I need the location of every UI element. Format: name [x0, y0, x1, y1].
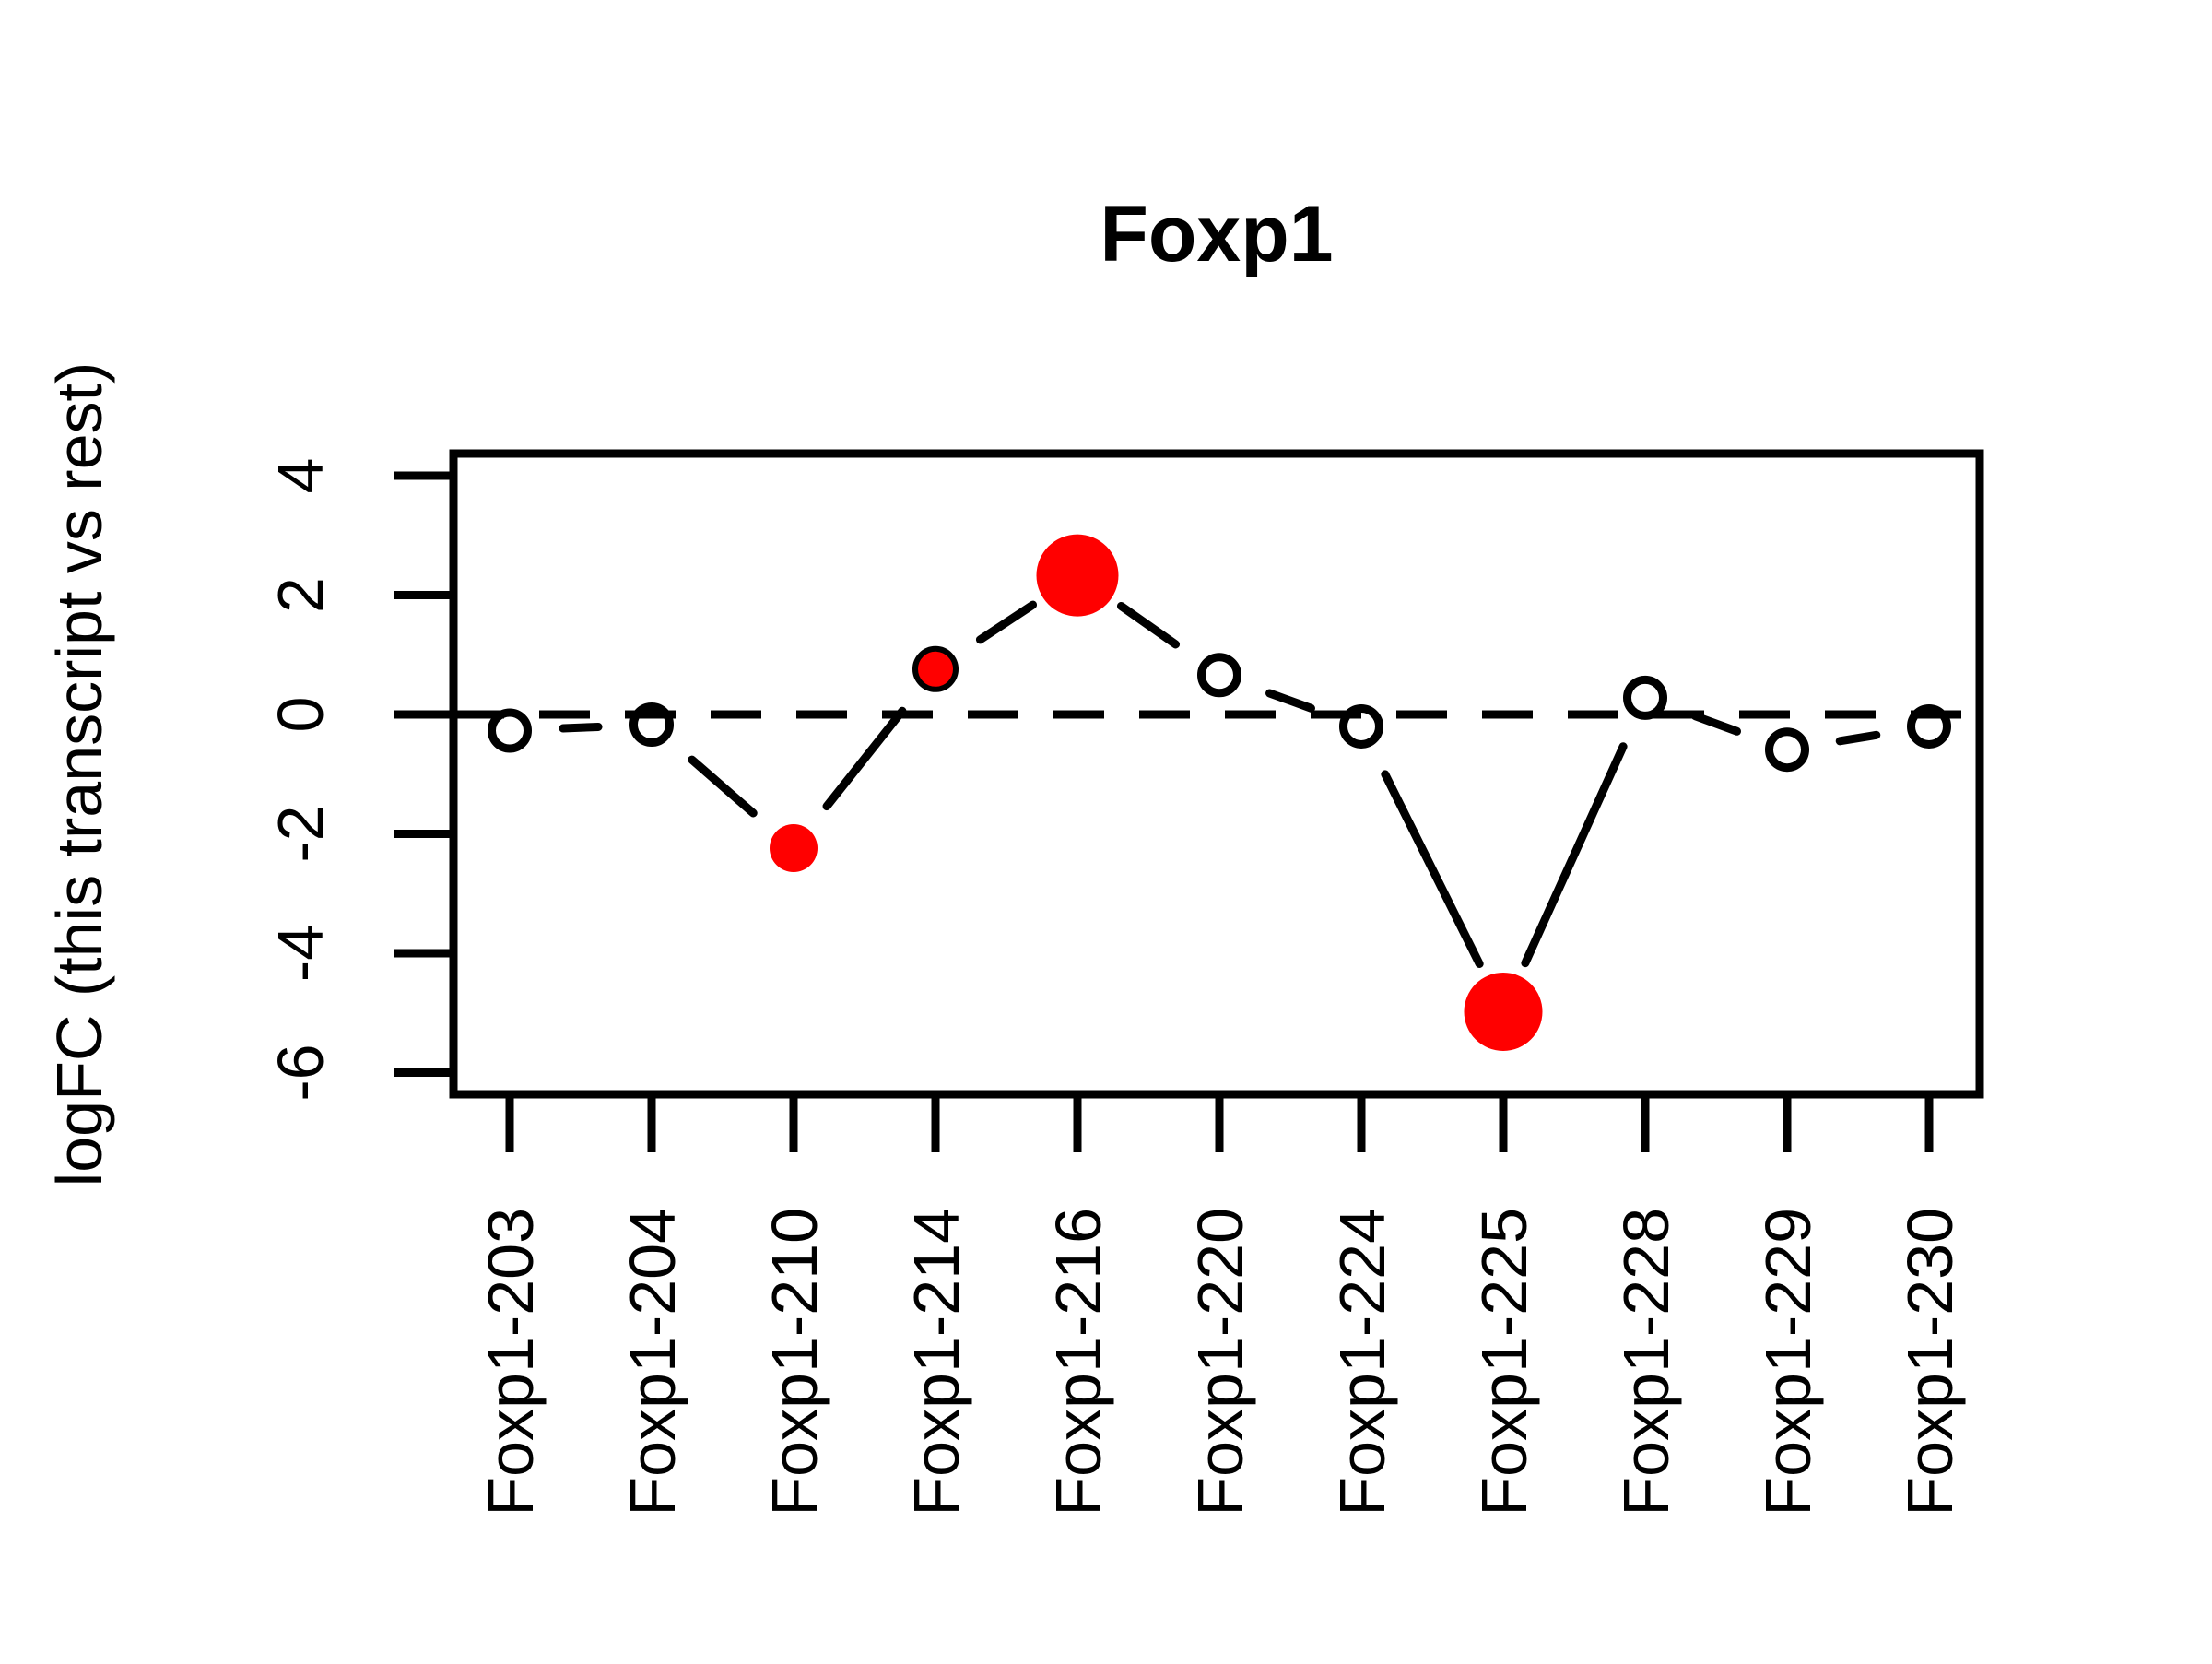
y-tick-label-2: 2 — [265, 577, 336, 613]
x-tick-label-Foxp1-230: Foxp1-230 — [1894, 1208, 1966, 1516]
y-tick-label-4: 4 — [265, 458, 336, 494]
data-point-Foxp1-216 — [1036, 534, 1119, 617]
x-tick-label-Foxp1-214: Foxp1-214 — [900, 1208, 972, 1516]
data-point-Foxp1-204 — [629, 702, 674, 748]
data-point-Foxp1-214 — [912, 645, 959, 692]
x-tick-label-Foxp1-228: Foxp1-228 — [1610, 1208, 1682, 1516]
data-point-Foxp1-225 — [1464, 972, 1543, 1051]
x-tick-label-Foxp1-224: Foxp1-224 — [1326, 1208, 1398, 1516]
plot-title: Foxp1 — [1100, 190, 1333, 278]
segment-Foxp1-225-to-Foxp1-228 — [1521, 742, 1628, 968]
data-point-Foxp1-210 — [770, 824, 818, 873]
data-point-Foxp1-229 — [1765, 727, 1809, 773]
data-point-Foxp1-220 — [1197, 653, 1241, 698]
segment-Foxp1-203-to-Foxp1-204 — [559, 722, 603, 733]
x-tick-label-Foxp1-229: Foxp1-229 — [1752, 1208, 1824, 1516]
segment-Foxp1-229-to-Foxp1-230 — [1835, 730, 1881, 746]
y-tick-label--6: -6 — [265, 1044, 336, 1101]
data-point-Foxp1-228 — [1623, 675, 1667, 720]
segment-Foxp1-220-to-Foxp1-224 — [1265, 689, 1315, 713]
plot-area: 4 2 0 -2 -4 -6 Foxp1-203 Foxp1-204 Foxp1-210 Foxp… — [265, 449, 1984, 1516]
y-tick-label--2: -2 — [265, 805, 336, 862]
y-tick-label--4: -4 — [265, 925, 336, 982]
x-tick-label-Foxp1-203: Foxp1-203 — [475, 1208, 547, 1516]
plot-box — [449, 449, 1984, 1099]
segment-Foxp1-224-to-Foxp1-225 — [1381, 770, 1484, 969]
x-tick-label-Foxp1-216: Foxp1-216 — [1042, 1208, 1114, 1516]
segment-Foxp1-228-to-Foxp1-229 — [1690, 712, 1742, 736]
x-tick-label-Foxp1-225: Foxp1-225 — [1468, 1208, 1540, 1516]
data-point-Foxp1-203 — [488, 708, 532, 753]
data-point-Foxp1-224 — [1339, 703, 1383, 749]
x-tick-label-Foxp1-220: Foxp1-220 — [1184, 1208, 1256, 1516]
x-tick-label-Foxp1-210: Foxp1-210 — [759, 1208, 830, 1516]
segment-Foxp1-216-to-Foxp1-220 — [1116, 601, 1181, 649]
segment-Foxp1-204-to-Foxp1-210 — [688, 755, 758, 818]
segment-Foxp1-214-to-Foxp1-216 — [975, 600, 1038, 644]
y-axis-label: logFC (this transcript vs rest) — [43, 362, 115, 1187]
segment-Foxp1-210-to-Foxp1-214 — [822, 706, 907, 811]
x-tick-label-Foxp1-204: Foxp1-204 — [617, 1208, 688, 1516]
y-tick-label-0: 0 — [265, 697, 336, 733]
data-point-Foxp1-230 — [1907, 703, 1951, 749]
